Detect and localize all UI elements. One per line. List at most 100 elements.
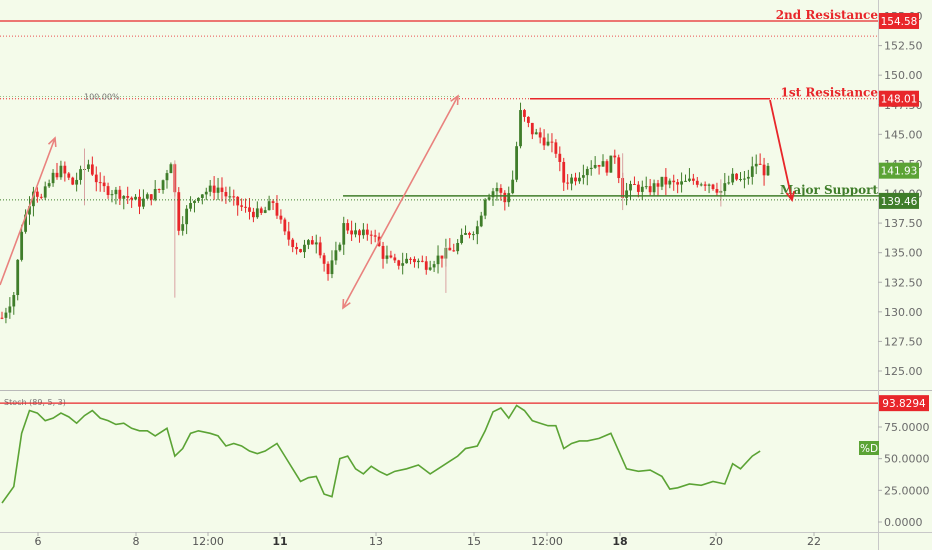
tag-second-resistance: 154.58 bbox=[881, 16, 918, 28]
candle-body bbox=[523, 110, 526, 117]
candle-body bbox=[334, 250, 338, 261]
tag-stoch-level-bg bbox=[879, 395, 929, 412]
candle-body bbox=[346, 223, 350, 231]
candle-body bbox=[405, 258, 409, 264]
candle-body bbox=[397, 260, 401, 266]
candle-body bbox=[766, 165, 770, 176]
candle-body bbox=[479, 215, 483, 227]
candle-body bbox=[629, 183, 632, 191]
candle-body bbox=[287, 231, 291, 240]
candle-body bbox=[625, 190, 628, 198]
candle-body bbox=[224, 191, 228, 197]
candle-body bbox=[55, 172, 59, 178]
candle-body bbox=[636, 184, 640, 192]
candle-body bbox=[204, 191, 208, 195]
candle-body bbox=[633, 183, 636, 185]
candle-body bbox=[680, 181, 683, 185]
candle-body bbox=[420, 260, 424, 262]
candle-body bbox=[546, 141, 550, 146]
time-tick-label: 18 bbox=[612, 535, 627, 548]
tag-first-resistance: 148.01 bbox=[881, 94, 918, 106]
candle-body bbox=[585, 168, 589, 176]
candle-body bbox=[707, 184, 711, 186]
candle-body bbox=[75, 179, 79, 185]
candle-body bbox=[475, 226, 479, 235]
time-tick-label: 6 bbox=[35, 535, 42, 548]
candle-body bbox=[456, 242, 460, 252]
candle-body bbox=[228, 196, 232, 198]
candle-body bbox=[12, 295, 16, 307]
candle-body bbox=[342, 223, 346, 245]
candle-body bbox=[67, 173, 71, 178]
candle-body bbox=[20, 231, 24, 260]
candle-body bbox=[550, 141, 554, 143]
tag-stoch-level: 93.8294 bbox=[882, 398, 926, 410]
candle-body bbox=[448, 247, 452, 251]
candle-body bbox=[0, 317, 4, 319]
candle-body bbox=[177, 192, 181, 231]
candle-body bbox=[43, 186, 47, 198]
second-resistance-label: 2nd Resistance bbox=[776, 8, 879, 22]
tag-current-price: 141.93 bbox=[881, 166, 918, 178]
candle-body bbox=[487, 197, 491, 200]
time-tick-label: 20 bbox=[709, 535, 723, 548]
candle-body bbox=[240, 205, 244, 207]
candle-body bbox=[617, 157, 621, 179]
time-tick-label: 8 bbox=[133, 535, 140, 548]
candle-body bbox=[468, 232, 471, 235]
candle-body bbox=[499, 188, 503, 193]
candle-body bbox=[200, 194, 204, 198]
candles bbox=[0, 102, 770, 324]
candle-body bbox=[59, 165, 63, 178]
candle-body bbox=[593, 165, 597, 168]
price-tick-label: 132.50 bbox=[884, 276, 923, 289]
candle-body bbox=[354, 230, 357, 235]
price-tick-label: 137.50 bbox=[884, 217, 923, 230]
candle-body bbox=[216, 187, 220, 193]
price-tick-label: 130.00 bbox=[884, 306, 923, 319]
candle-body bbox=[566, 182, 570, 184]
candle-body bbox=[283, 219, 287, 232]
candle-body bbox=[519, 110, 522, 147]
candle-body bbox=[652, 183, 656, 193]
candle-body bbox=[106, 186, 110, 196]
stoch-line bbox=[1, 404, 761, 504]
candle-body bbox=[102, 182, 106, 187]
candle-body bbox=[149, 194, 153, 200]
candle-body bbox=[739, 179, 742, 181]
candle-body bbox=[727, 182, 731, 184]
candle-body bbox=[613, 155, 617, 158]
measured-move-arrow bbox=[342, 95, 459, 309]
candle-body bbox=[318, 242, 322, 256]
tag-major-support: 139.46 bbox=[881, 196, 918, 208]
candle-body bbox=[515, 146, 518, 180]
candle-body bbox=[35, 191, 39, 197]
candle-body bbox=[464, 232, 467, 235]
stoch-tick-label: 75.0000 bbox=[884, 421, 930, 434]
price-tick-label: 125.00 bbox=[884, 365, 923, 378]
candle-body bbox=[648, 186, 652, 193]
candle-body bbox=[271, 201, 275, 203]
candle-body bbox=[578, 177, 581, 182]
candle-body bbox=[181, 224, 185, 231]
tag-first-resistance-bg bbox=[879, 90, 919, 107]
candle-body bbox=[507, 193, 511, 203]
candle-body bbox=[589, 167, 593, 169]
candle-body bbox=[16, 259, 20, 296]
candle-body bbox=[428, 267, 432, 270]
candle-body bbox=[326, 263, 330, 275]
price-tick-label: 145.00 bbox=[884, 128, 923, 141]
candle-body bbox=[244, 206, 247, 208]
candle-body bbox=[130, 197, 134, 200]
candle-body bbox=[409, 258, 412, 260]
candle-body bbox=[322, 255, 326, 264]
candle-body bbox=[126, 196, 130, 198]
candle-body bbox=[193, 200, 196, 204]
candle-body bbox=[255, 208, 259, 218]
stoch-tick-label: 25.0000 bbox=[884, 484, 930, 497]
candle-body bbox=[495, 188, 499, 192]
tag-major-support-bg bbox=[879, 192, 919, 209]
candle-body bbox=[542, 137, 546, 146]
candle-body bbox=[291, 239, 295, 248]
